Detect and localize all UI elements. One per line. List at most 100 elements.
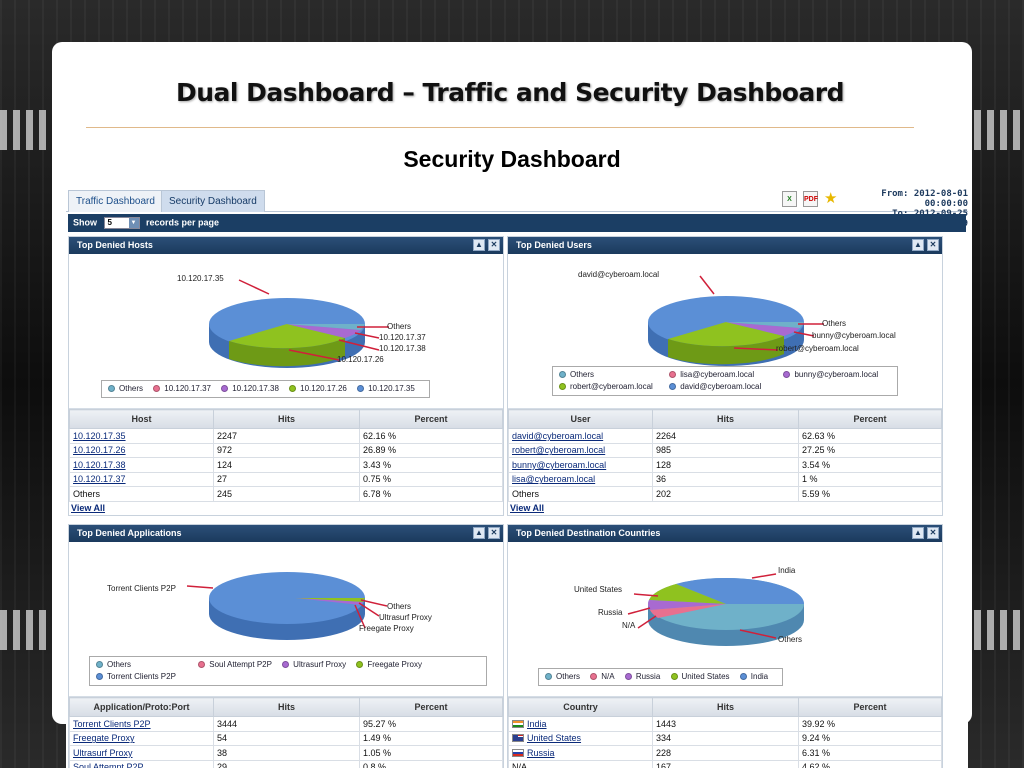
chart-label: Others [778,635,803,644]
chart-label: 10.120.17.38 [379,344,426,353]
show-label: Show [73,217,97,228]
user-link[interactable]: lisa@cyberoam.local [508,471,653,487]
tab-security-dashboard[interactable]: Security Dashboard [161,190,265,212]
host-link[interactable]: 10.120.17.38 [69,457,214,473]
panel-top-denied-hosts: Top Denied Hosts ▲ ✕ 10.120.17.35 Others … [68,236,504,516]
pie-chart [648,275,824,366]
excel-export-icon[interactable]: X [782,191,797,207]
chart-label: Torrent Clients P2P [107,584,176,593]
legend-item: bunny@cyberoam.local [783,369,878,381]
hits-cell: 245 [213,486,360,502]
column-header[interactable]: Application/Proto:Port [69,697,214,717]
column-header[interactable]: Hits [652,697,799,717]
records-per-page-bar: Show 5 records per page [68,214,966,232]
security-dashboard-screenshot: Traffic Dashboard Security Dashboard X P… [66,186,968,768]
column-header[interactable]: Host [69,409,214,429]
table-header-row: Application/Proto:Port Hits Percent [69,697,503,717]
column-header[interactable]: Hits [213,409,360,429]
application-link[interactable]: Freegate Proxy [69,730,214,746]
column-header[interactable]: Percent [359,697,503,717]
collapse-icon[interactable]: ▲ [473,527,485,539]
legend-item: Soul Attempt P2P [198,659,272,671]
close-icon[interactable]: ✕ [927,239,939,251]
hits-cell: 2247 [213,428,360,444]
table-row: Freegate Proxy 54 1.49 % [69,730,503,746]
country-link[interactable]: Russia [527,747,555,758]
column-header[interactable]: Percent [798,697,942,717]
country-cell: Russia [508,745,653,761]
pie-slice [229,324,345,349]
collapse-icon[interactable]: ▲ [912,527,924,539]
hits-cell: 3444 [213,716,360,732]
chart-top-denied-applications: Torrent Clients P2P Others Ultrasurf Pro… [69,542,503,697]
host-link[interactable]: 10.120.17.26 [69,442,214,458]
column-header[interactable]: Hits [213,697,360,717]
table-row: 10.120.17.37 27 0.75 % [69,471,503,487]
collapse-icon[interactable]: ▲ [473,239,485,251]
panel-title: Top Denied Hosts ▲ ✕ [69,237,503,254]
tab-traffic-dashboard[interactable]: Traffic Dashboard [68,190,163,212]
view-all-link[interactable]: View All [71,502,106,513]
hits-cell: 124 [213,457,360,473]
pie-slice [287,324,361,338]
hits-cell: 38 [213,745,360,761]
legend-item: 10.120.17.35 [357,383,415,395]
application-link[interactable]: Ultrasurf Proxy [69,745,214,761]
percent-cell: 39.92 % [798,716,942,732]
pie-slice [676,577,805,604]
percent-cell: 3.43 % [359,457,503,473]
table-row: 10.120.17.35 2247 62.16 % [69,428,503,444]
records-per-page-select[interactable]: 5 [103,217,140,229]
column-header[interactable]: Hits [652,409,799,429]
user-link[interactable]: bunny@cyberoam.local [508,457,653,473]
application-link[interactable]: Torrent Clients P2P [69,716,214,732]
panel-top-denied-users: Top Denied Users ▲ ✕ david@cyberoam.local… [507,236,943,516]
country-cell: India [508,716,653,732]
column-header[interactable]: Country [508,697,653,717]
pie-chart [209,279,389,368]
pie-slice [209,572,365,624]
hits-cell: 2264 [652,428,799,444]
hits-cell: 27 [213,471,360,487]
collapse-icon[interactable]: ▲ [912,239,924,251]
dashboard-tabbar: Traffic Dashboard Security Dashboard X P… [66,186,968,229]
column-header[interactable]: Percent [798,409,942,429]
user-link[interactable]: david@cyberoam.local [508,428,653,444]
percent-cell: 6.31 % [798,745,942,761]
chart-label: Others [822,319,847,328]
column-header[interactable]: Percent [359,409,503,429]
close-icon[interactable]: ✕ [927,527,939,539]
chart-label: david@cyberoam.local [578,270,660,279]
hits-cell: 228 [652,745,799,761]
legend-item: robert@cyberoam.local [559,381,659,393]
chart-top-denied-countries: India United States Russia N/A Others Ot… [508,542,942,697]
column-header[interactable]: User [508,409,653,429]
close-icon[interactable]: ✕ [488,239,500,251]
legend-item: Freegate Proxy [356,659,422,671]
percent-cell: 95.27 % [359,716,503,732]
country-link[interactable]: India [527,718,547,729]
host-link[interactable]: 10.120.17.35 [69,428,214,444]
pdf-export-icon[interactable]: PDF [803,191,818,207]
hits-cell: 54 [213,730,360,746]
percent-cell: 9.24 % [798,730,942,746]
applications-table: Application/Proto:Port Hits Percent Torr… [69,697,503,768]
favorite-star-icon[interactable]: ★ [824,190,838,207]
legend-item: Others [559,369,659,381]
hits-cell: 972 [213,442,360,458]
panel-title-text: Top Denied Users [516,240,592,250]
close-icon[interactable]: ✕ [488,527,500,539]
hits-cell: 36 [652,471,799,487]
pie-chart [627,573,805,646]
host-link[interactable]: 10.120.17.37 [69,471,214,487]
view-all-link[interactable]: View All [510,502,545,513]
percent-cell: 27.25 % [798,442,942,458]
chart-label: Others [387,322,412,331]
percent-cell: 0.8 % [359,759,503,768]
records-suffix: records per page [146,217,220,228]
country-link[interactable]: United States [527,733,582,744]
hits-cell: 334 [652,730,799,746]
user-link[interactable]: robert@cyberoam.local [508,442,653,458]
panel-title: Top Denied Destination Countries ▲ ✕ [508,525,942,542]
application-link[interactable]: Soul Attempt P2P [69,759,214,768]
